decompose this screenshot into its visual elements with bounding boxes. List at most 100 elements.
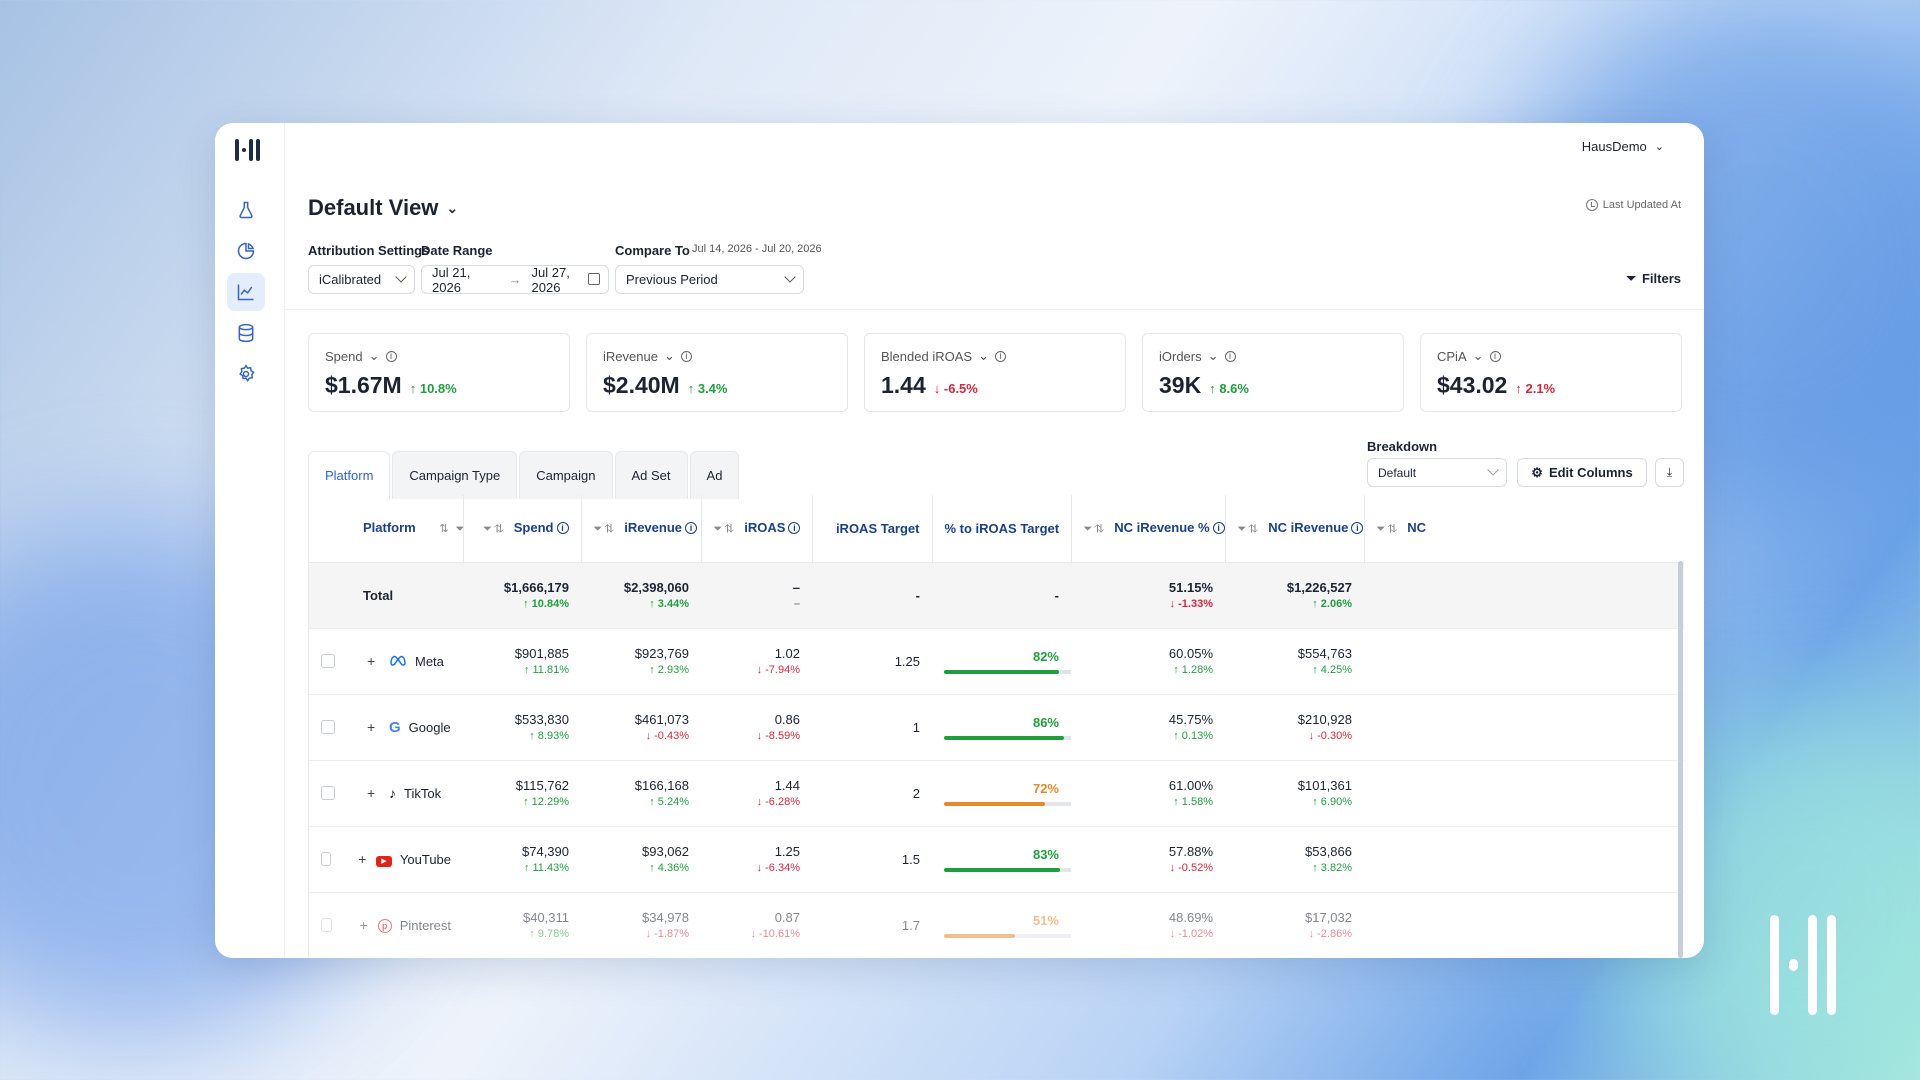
settings-gear-icon[interactable] [227, 355, 265, 393]
col-platform[interactable]: Platform ⇅ ⏷ [309, 495, 464, 563]
tab-campaign[interactable]: Campaign [519, 451, 613, 499]
sort-filter-icon[interactable]: ⏷⇅ [1376, 523, 1400, 536]
compare-select[interactable]: Previous Period [615, 265, 804, 294]
kpi-card-blended-iroas[interactable]: Blended iROAS ⌄ i 1.44 ↓ -6.5% [864, 333, 1126, 412]
cell-nc-irevenue: $17,032 ↓ -2.86% [1225, 892, 1364, 958]
cell-iroas: 1.02 ↓ -7.94% [701, 628, 812, 695]
sort-filter-icon[interactable]: ⏷⇅ [483, 523, 506, 536]
database-icon[interactable] [227, 314, 265, 352]
cell-value: $1,666,179 [503, 580, 569, 595]
date-range-picker[interactable]: Jul 21, 2026 → Jul 27, 2026 [421, 265, 609, 295]
cell-iroas: 0.87 ↓ -10.61% [701, 892, 812, 958]
tab-platform[interactable]: Platform [308, 451, 391, 499]
view-selector[interactable]: Default View ⌄ [308, 195, 458, 221]
row-checkbox[interactable] [321, 786, 335, 800]
col-spend[interactable]: ⏷⇅ Spend i [463, 495, 582, 563]
table-row[interactable]: + p Pinterest $40,311 ↑ 9.78% $34,978 ↓ -1… [309, 892, 1684, 958]
cell-value: $74,390 [522, 844, 569, 859]
table-row[interactable]: + ♪ TikTok $115,762 ↑ 12.29% $166,168 ↑ 5.… [309, 760, 1684, 827]
line-chart-icon[interactable] [227, 273, 265, 311]
info-icon: i [1212, 522, 1224, 535]
sort-filter-icon[interactable]: ⏷⇅ [1237, 523, 1261, 536]
progress-fill [944, 735, 1065, 740]
cell-value: $923,769 [634, 646, 689, 661]
tab-ad[interactable]: Ad [689, 451, 740, 499]
edit-columns-button[interactable]: ⚙ Edit Columns [1517, 458, 1647, 487]
cell-value: – [792, 580, 800, 595]
tab-campaign-type[interactable]: Campaign Type [392, 451, 518, 499]
chevron-down-icon: ⌄ [978, 348, 989, 363]
cell-spend: $74,390 ↑ 11.43% [463, 826, 581, 893]
col-label: Spend [513, 520, 554, 536]
compare-value: Previous Period [626, 272, 718, 287]
col-label: NC iRevenue % [1114, 520, 1210, 536]
date-range-label: Date Range [421, 243, 493, 258]
table-row[interactable]: + G Google $533,830 ↑ 8.93% $461,073 ↓ -0.… [309, 694, 1684, 761]
row-checkbox[interactable] [321, 654, 335, 668]
col-nc-irevenue-pct[interactable]: ⏷⇅ NC iRevenue % i [1071, 495, 1226, 563]
chevron-down-icon: ⌄ [1472, 348, 1484, 363]
attribution-select[interactable]: iCalibrated [308, 265, 415, 294]
cell-delta: ↑ 0.13% [1173, 730, 1213, 742]
platform-name: Pinterest [399, 917, 451, 933]
cell-nc-irevenue-pct: 48.69% ↓ -1.02% [1071, 892, 1225, 958]
col-iroas-target[interactable]: iROAS Target [812, 495, 933, 563]
row-checkbox[interactable] [321, 720, 335, 734]
cell-value: $101,361 [1297, 778, 1352, 793]
col-iroas[interactable]: ⏷⇅ iROAS i [701, 495, 813, 563]
download-button[interactable]: ⤓ [1655, 458, 1684, 487]
cell-spend: $115,762 ↑ 12.29% [463, 760, 581, 827]
cell-delta: ↓ -0.30% [1308, 730, 1352, 742]
experiments-flask-icon[interactable] [227, 191, 265, 229]
page-title: Default View [308, 195, 439, 220]
col-nc-irevenue[interactable]: ⏷⇅ NC iRevenue i [1225, 495, 1365, 563]
cell-nc [1364, 892, 1684, 958]
filters-button[interactable]: ⏷ Filters [1626, 271, 1681, 286]
cell-delta: ↓ -10.61% [750, 928, 800, 940]
col-nc[interactable]: ⏷⇅ NC [1364, 495, 1684, 563]
sort-filter-icon[interactable]: ⏷⇅ [713, 523, 737, 536]
breakdown-select[interactable]: Default [1367, 458, 1507, 487]
sort-filter-icon[interactable]: ⇅ ⏷ [439, 523, 462, 536]
table-row[interactable]: + ▶ YouTube $74,390 ↑ 11.43% $93,062 ↑ 4.3… [309, 826, 1684, 893]
attribution-label: Attribution Settings [308, 243, 430, 258]
sidebar [215, 123, 285, 958]
col-irevenue[interactable]: ⏷⇅ iRevenue i [581, 495, 702, 563]
kpi-value: 1.44 [881, 372, 926, 398]
sort-filter-icon[interactable]: ⏷⇅ [593, 523, 617, 536]
expand-plus-icon[interactable]: + [367, 785, 376, 801]
kpi-card-irevenue[interactable]: iRevenue ⌄ i $2.40M ↑ 3.4% [586, 333, 848, 412]
platform-name: YouTube [399, 851, 452, 867]
cell-value: 45.75% [1168, 712, 1213, 727]
row-checkbox[interactable] [321, 852, 332, 866]
info-icon: i [788, 522, 801, 535]
cell-value: $461,073 [634, 712, 689, 727]
vertical-scrollbar[interactable] [1678, 561, 1683, 958]
expand-plus-icon[interactable]: + [359, 917, 368, 933]
expand-plus-icon[interactable]: + [367, 719, 376, 735]
pie-chart-icon[interactable] [227, 232, 265, 270]
expand-plus-icon[interactable]: + [367, 653, 376, 669]
info-icon: i [385, 350, 397, 362]
account-switcher[interactable]: HausDemo ⌄ [1582, 139, 1664, 154]
kpi-card-cpia[interactable]: CPiA ⌄ i $43.02 ↑ 2.1% [1420, 333, 1682, 412]
sort-filter-icon[interactable]: ⏷⇅ [1083, 523, 1107, 536]
row-checkbox[interactable] [321, 918, 332, 932]
kpi-card-spend[interactable]: Spend ⌄ i $1.67M ↑ 10.8% [308, 333, 570, 412]
compare-label: Compare To [615, 243, 690, 258]
cell-platform: + ♪ TikTok [309, 760, 463, 827]
kpi-card-iorders[interactable]: iOrders ⌄ i 39K ↑ 8.6% [1142, 333, 1404, 412]
cell-delta: ↑ 12.29% [523, 796, 569, 808]
cell-delta: – [793, 598, 800, 610]
tiktok-icon: ♪ [389, 785, 396, 801]
expand-plus-icon[interactable]: + [358, 851, 367, 867]
gear-icon: ⚙ [1531, 464, 1543, 480]
haus-logo[interactable] [235, 135, 265, 165]
col-pct-to-target[interactable]: % to iROAS Target [932, 495, 1072, 563]
kpi-delta: ↑ 10.8% [409, 381, 457, 396]
info-icon: i [556, 522, 569, 535]
tab-ad-set[interactable]: Ad Set [614, 451, 688, 499]
cell-delta: ↑ 4.36% [649, 862, 689, 874]
chevron-down-icon: ⌄ [446, 199, 459, 216]
table-row[interactable]: + Meta $901,885 ↑ 11.81% $923,769 ↑ 2.93% … [309, 628, 1684, 695]
